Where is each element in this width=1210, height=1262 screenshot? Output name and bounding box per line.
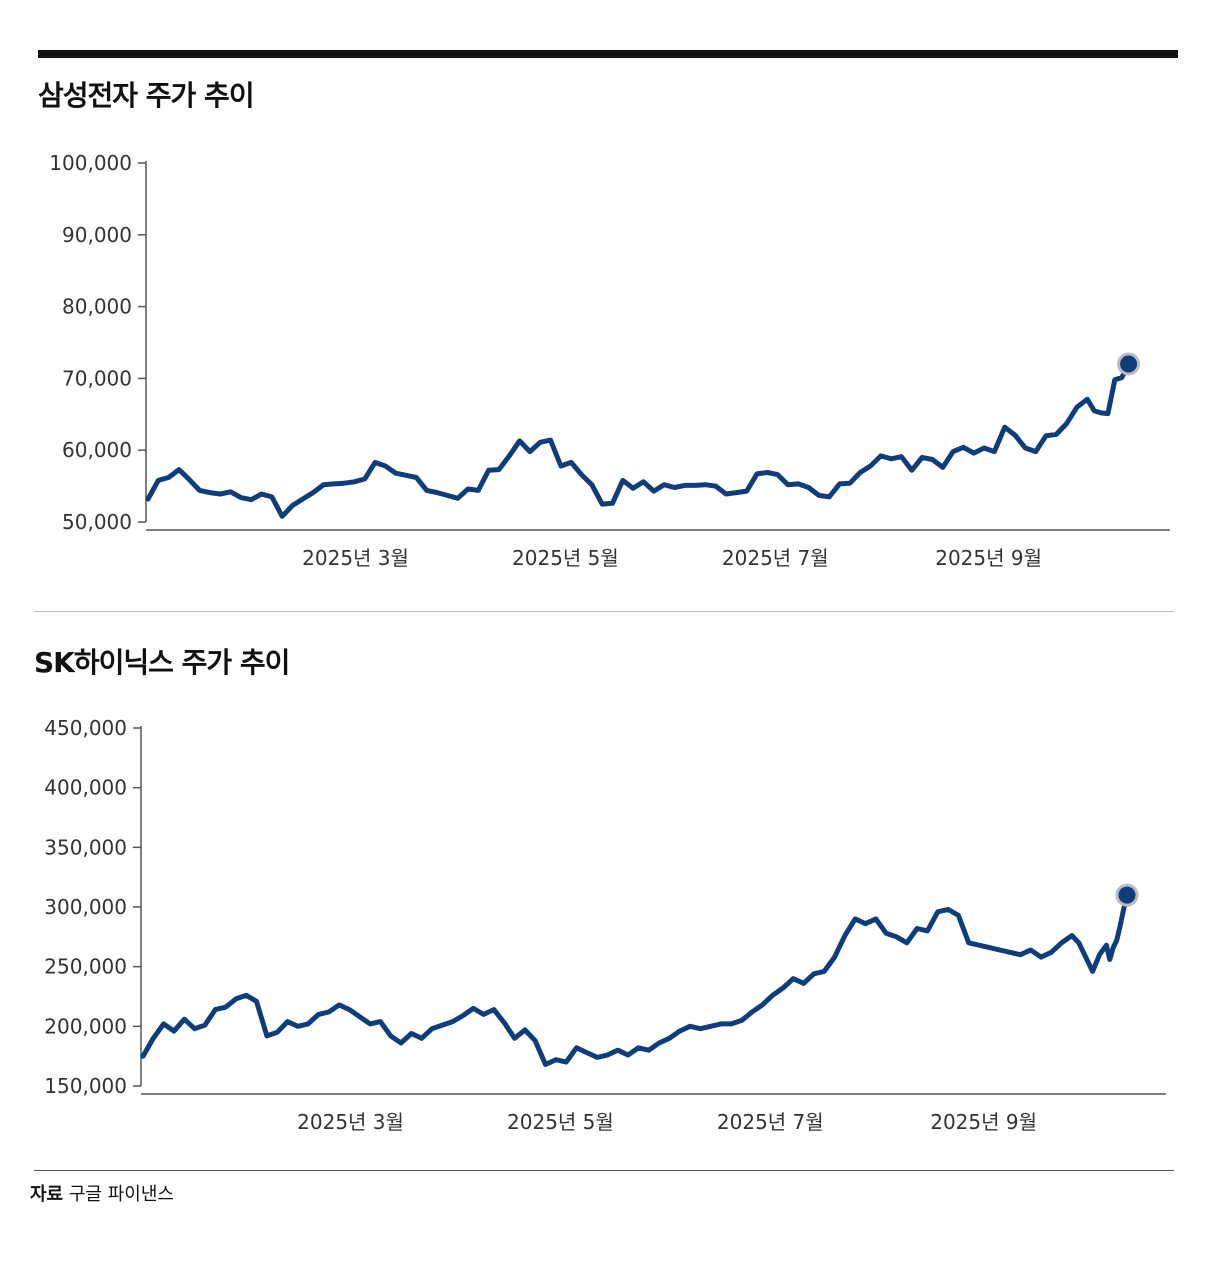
source-label: 자료: [30, 1184, 64, 1205]
last-point-marker: [1115, 883, 1139, 907]
y-tick-label: 400,000: [44, 776, 127, 800]
y-tick-label: 50,000: [62, 510, 132, 534]
x-tick-label: 2025년 3월: [297, 1110, 404, 1134]
y-tick-label: 200,000: [44, 1014, 127, 1038]
y-tick-label: 450,000: [44, 716, 127, 740]
chart-title-samsung: 삼성전자 주가 추이: [38, 79, 255, 112]
y-tick-label: 100,000: [49, 151, 132, 175]
y-tick-label: 70,000: [62, 366, 132, 390]
y-tick-label: 80,000: [62, 295, 132, 319]
series-line: [145, 361, 1132, 519]
chart-title-skhynix: SK하이닉스 주가 추이: [34, 646, 290, 679]
x-tick-label: 2025년 9월: [930, 1110, 1037, 1134]
last-point-marker: [1117, 352, 1141, 376]
source-note: 자료 구글 파이낸스: [30, 1180, 174, 1206]
x-tick-label: 2025년 5월: [512, 546, 619, 570]
y-tick-label: 60,000: [62, 438, 132, 462]
skhynix-line-chart: 150,000 200,000 250,000 300,000 350,000 400,0…: [44, 716, 1166, 1134]
y-tick-label: 350,000: [44, 835, 127, 859]
x-tick-label: 2025년 5월: [507, 1110, 614, 1134]
source-text: 구글 파이낸스: [68, 1184, 174, 1205]
y-tick-label: 300,000: [44, 895, 127, 919]
x-tick-label: 2025년 7월: [722, 546, 829, 570]
series-line: [140, 892, 1130, 1067]
x-tick-label: 2025년 9월: [935, 546, 1042, 570]
y-tick-label: 150,000: [44, 1074, 127, 1098]
y-tick-label: 250,000: [44, 955, 127, 979]
footer-divider: [34, 1170, 1174, 1171]
samsung-line-chart: 50,000 60,000 70,000 80,000 90,000 100,000 202…: [49, 151, 1170, 570]
section-divider: [34, 611, 1174, 612]
top-rule: [38, 50, 1178, 58]
x-tick-label: 2025년 7월: [717, 1110, 824, 1134]
y-tick-label: 90,000: [62, 223, 132, 247]
x-tick-label: 2025년 3월: [302, 546, 409, 570]
